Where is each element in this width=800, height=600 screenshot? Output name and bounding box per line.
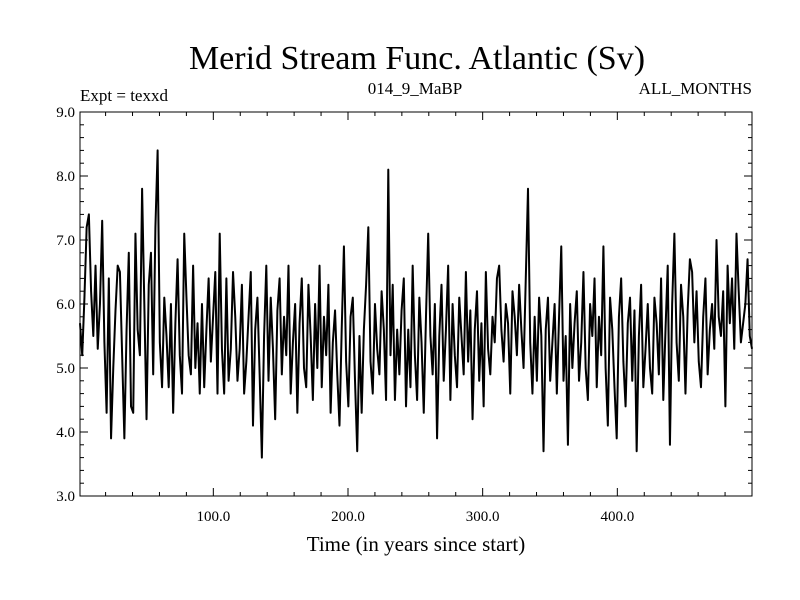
x-tick-label: 300.0 [466, 509, 500, 525]
series-line [79, 149, 753, 459]
subtitle-experiment: Expt = texxd [80, 86, 168, 105]
x-tick-label: 400.0 [600, 509, 634, 525]
chart-title: Merid Stream Func. Atlantic (Sv) [189, 40, 645, 77]
x-tick-label: 200.0 [331, 509, 365, 525]
series-group [79, 149, 753, 459]
plot-frame [79, 111, 753, 497]
y-tick-label: 6.0 [56, 297, 75, 313]
y-tick-label: 9.0 [56, 105, 75, 121]
y-tick-label: 7.0 [56, 233, 75, 249]
x-tick-label: 100.0 [196, 509, 230, 525]
y-tick-label: 3.0 [56, 489, 75, 505]
subtitle-months: ALL_MONTHS [639, 79, 752, 98]
y-tick-label: 5.0 [56, 361, 75, 377]
y-tick-label: 8.0 [56, 169, 75, 185]
subtitle-period: 014_9_MaBP [368, 79, 462, 98]
y-tick-label: 4.0 [56, 425, 75, 441]
x-axis-label: Time (in years since start) [307, 532, 526, 556]
